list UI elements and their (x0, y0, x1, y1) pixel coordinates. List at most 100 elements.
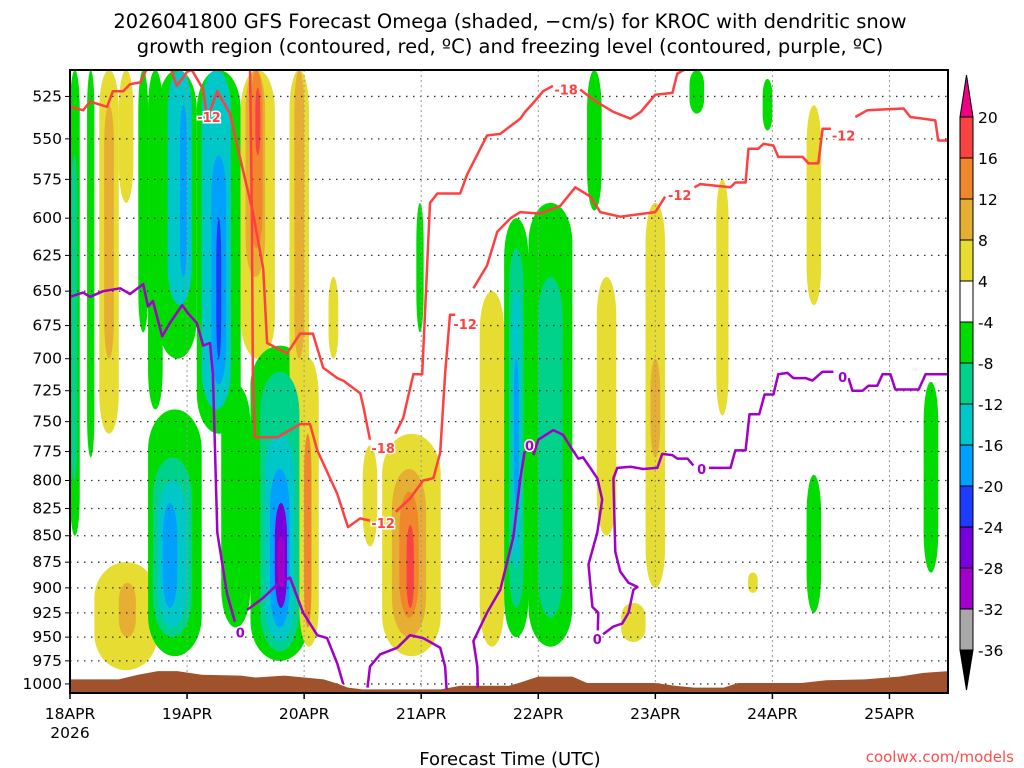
y-tick-label: 675 (32, 317, 62, 335)
omega-region (538, 277, 563, 618)
colorbar-label: -24 (978, 519, 1003, 537)
y-tick-label: 650 (32, 282, 62, 300)
contour-label: -12 (371, 517, 395, 532)
omega-region (304, 433, 312, 628)
freezing-level-contour (366, 633, 448, 690)
dgz-temperature-contour (693, 127, 831, 189)
colorbar-label: -12 (978, 396, 1003, 414)
y-tick-label: 725 (32, 382, 62, 400)
colorbar-label: -36 (978, 642, 1003, 660)
contour-label: -12 (453, 318, 477, 333)
y-tick-label: 575 (32, 170, 62, 188)
omega-region (621, 602, 646, 642)
y-tick-label: 800 (32, 471, 62, 489)
colorbar-box (959, 116, 974, 159)
omega-region (806, 105, 822, 306)
dgz-temperature-contour (394, 84, 554, 435)
contour-labels: -12 -18 -12 -12 -18 -12 -12 0 0 0 0 0 (196, 82, 857, 650)
colorbar-box (959, 321, 974, 364)
freezing-level-contour (246, 576, 345, 685)
contour-label: -18 (371, 442, 395, 457)
omega-region (221, 384, 251, 628)
omega-region (596, 277, 617, 536)
colorbar-box (959, 198, 974, 241)
x-tick-label: 21APR (396, 705, 447, 723)
contour-label: -12 (668, 189, 692, 204)
contour-label: -18 (554, 83, 578, 98)
colorbar-label: 20 (978, 109, 998, 127)
y-tick-label: 525 (32, 87, 62, 105)
contours (70, 70, 948, 690)
x-tick-label: 24APR (747, 705, 798, 723)
dgz-temperature-contour (169, 70, 372, 440)
omega-region (416, 202, 424, 333)
freezing-level-contour (847, 372, 948, 392)
colorbar-label: -20 (978, 478, 1003, 496)
surface-pressure-terrain (70, 671, 948, 693)
omega-region (118, 582, 136, 638)
x-tick-label: 22APR (513, 705, 564, 723)
omega-region (216, 218, 222, 359)
credit-text: coolwx.com/models (866, 748, 1014, 766)
y-tick-label: 875 (32, 553, 62, 571)
colorbar-under-triangle (959, 649, 974, 691)
omega-region (406, 524, 414, 608)
chart-title-line-1: 2026041800 GFS Forecast Omega (shaded, −… (113, 10, 906, 33)
dgz-temperature-contour (579, 70, 687, 120)
y-tick-label: 775 (32, 443, 62, 461)
omega-region (162, 502, 178, 608)
contour-label: 0 (525, 440, 534, 455)
colorbar-label: -32 (978, 601, 1003, 619)
colorbar-box (959, 485, 974, 528)
omega-shading (70, 70, 939, 671)
x-tick-label: 23APR (630, 705, 681, 723)
colorbar-box (959, 526, 974, 569)
contour-label: 0 (697, 463, 706, 478)
x-tick-label: 18APR (45, 705, 96, 723)
omega-region (650, 358, 661, 458)
colorbar-label: 4 (978, 273, 988, 291)
y-tick-label: 825 (32, 500, 62, 518)
x-tick-year-label: 2026 (50, 724, 89, 742)
y-tick-label: 625 (32, 246, 62, 264)
colorbar-label: 16 (978, 150, 998, 168)
omega-region (762, 78, 773, 131)
colorbar-box (959, 239, 974, 282)
colorbar-label: -4 (978, 314, 993, 332)
y-tick-label: 1000 (23, 675, 62, 693)
y-tick-label: 750 (32, 413, 62, 431)
omega-region (806, 474, 822, 613)
contour-label: 0 (236, 626, 245, 641)
x-axis-label: Forecast Time (UTC) (419, 749, 600, 768)
omega-region (179, 105, 188, 278)
x-tick-label: 25APR (864, 705, 915, 723)
contour-label: 0 (838, 371, 847, 386)
omega-region (294, 70, 305, 359)
omega-region (118, 70, 134, 203)
y-tick-label: 600 (32, 209, 62, 227)
colorbar-label: 8 (978, 232, 988, 250)
colorbar-box (959, 444, 974, 487)
colorbar-box (959, 608, 974, 651)
grid (70, 70, 948, 693)
colorbar-label: -8 (978, 355, 993, 373)
chart-title-line-2: growth region (contoured, red, ºC) and f… (137, 35, 884, 58)
dgz-temperature-contour (854, 107, 948, 142)
dgz-temperature-contour (394, 313, 456, 513)
omega-region (587, 70, 602, 211)
omega-region (689, 70, 705, 114)
colorbar-box (959, 157, 974, 200)
dgz-temperature-contour (70, 70, 148, 112)
omega-region (716, 179, 729, 416)
dgz-temperature-contour (248, 70, 371, 529)
freezing-level-contour (709, 370, 834, 470)
colorbar-box (959, 362, 974, 405)
surface-terrain (70, 671, 948, 693)
colorbar-over-triangle (959, 74, 974, 118)
colorbar-label: -28 (978, 560, 1003, 578)
y-tick-label: 700 (32, 350, 62, 368)
y-tick-label: 975 (32, 652, 62, 670)
colorbar-label: 12 (978, 191, 998, 209)
x-tick-label: 20APR (279, 705, 330, 723)
